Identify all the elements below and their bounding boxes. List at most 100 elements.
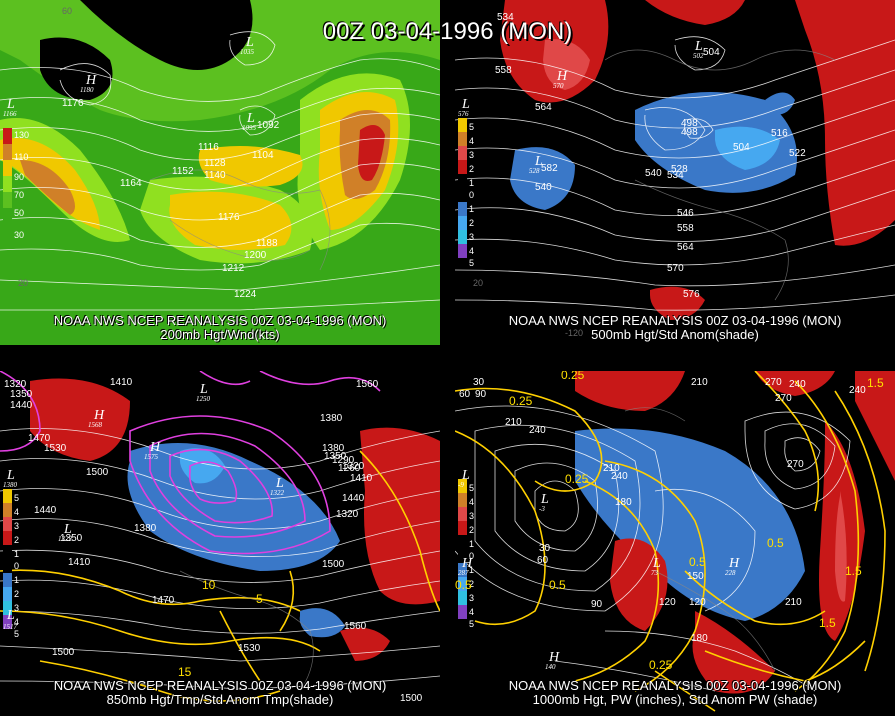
map-1000mb: 5 4 3 2 1 0 1 2 3 4 5 30 60 90 210 240 2…: [455, 371, 895, 716]
contour-label: 1530: [238, 643, 261, 654]
pw-labels: 0.25 0.25 0.25 0.5 0.5 1.5 1.5 0.5 1.5 0…: [455, 371, 884, 672]
height-contours-1000mb: [455, 405, 851, 692]
pressure-centers-200mb: H 1180 L 1035 L 1095 L 1166: [3, 35, 257, 132]
anom-positive-east-inner: [835, 491, 847, 602]
temp-labels-850mb: 10 5 15: [178, 578, 263, 679]
anom-negative-central: [127, 443, 340, 571]
caption-source: NOAA NWS NCEP REANALYSIS 00Z 03-04-1996 …: [508, 313, 842, 328]
colorbar-label: 1: [469, 565, 474, 575]
caption-field: 500mb Hgt/Std Anom(shade): [591, 327, 759, 342]
anom-positive-north: [575, 371, 685, 411]
contour-label: 1152: [172, 166, 194, 177]
colorbar-label: 3: [469, 593, 474, 603]
map-850mb: 5 4 3 2 1 0 1 2 3 4 5 1320 1350 1440 141…: [0, 371, 440, 716]
center-value: 1166: [3, 110, 17, 118]
colorbar-label: 70: [14, 190, 24, 200]
contour-label: 1530: [44, 443, 67, 454]
caption-field: 1000mb Hgt, PW (inches), Std Anom PW (sh…: [532, 692, 818, 707]
map-200mb: 130 110 90 70 50 30 1176 1164 1152 1140 …: [0, 0, 440, 345]
pw-label: 0.25: [561, 371, 585, 382]
contour-label: 504: [733, 142, 750, 153]
contour-label: 498: [681, 118, 698, 129]
panel-500mb: 5 4 3 2 1 0 1 2 3 4 5 534 558 564 504 49…: [455, 0, 895, 345]
contour-label: 1560: [344, 621, 367, 632]
contour-label: 270: [787, 459, 804, 470]
center-value: 570: [553, 82, 564, 90]
high-center-marker: H: [728, 556, 740, 571]
contour-label: 120: [689, 597, 706, 608]
contour-label: 1410: [350, 473, 373, 484]
anom-negative-west: [510, 147, 575, 210]
panel-caption: NOAA NWS NCEP REANALYSIS 00Z 03-04-1996 …: [455, 314, 895, 342]
pressure-centers-850mb: H 1568 H 1575 L 1250 L 1322 L 1380 L 132…: [3, 382, 285, 631]
colorbar-label: 4: [14, 617, 19, 627]
contour-label: 1500: [86, 467, 109, 478]
colorbar-label: 1: [14, 549, 19, 559]
contour-label: 1380: [320, 413, 343, 424]
center-value: 1517: [3, 623, 18, 631]
lat-label: 60: [62, 6, 72, 16]
contour-label: 1200: [244, 250, 267, 261]
coastlines-500mb: [604, 49, 836, 301]
panel-1000mb: 5 4 3 2 1 0 1 2 3 4 5 30 60 90 210 240 2…: [455, 371, 895, 716]
contour-label: 1560: [356, 379, 379, 390]
contour-label: 534: [667, 170, 684, 181]
colorbar-label: 4: [469, 246, 474, 256]
contour-label: 150: [687, 571, 704, 582]
low-center-marker: L: [461, 468, 470, 483]
colorbar-label: 5: [14, 629, 19, 639]
lon-label: -120: [565, 328, 583, 338]
height-contours-500mb: [455, 36, 895, 311]
contour-label: 1320: [336, 509, 359, 520]
contour-label: 210: [691, 377, 708, 388]
anom-positive-south: [692, 611, 775, 694]
jet-south-yellow: [169, 191, 292, 250]
anom-positive-far-east: [855, 371, 895, 481]
colorbar-label: 5: [14, 493, 19, 503]
contour-label: 1380: [322, 443, 345, 454]
low-center-marker: L: [540, 492, 549, 507]
high-center-marker: H: [149, 440, 161, 455]
contour-label: 516: [771, 128, 788, 139]
colorbar-label: 3: [14, 521, 19, 531]
colorbar-label: 2: [14, 589, 19, 599]
high-center-marker: H: [556, 69, 568, 84]
contour-label: 210: [603, 463, 620, 474]
colorbar-label: 2: [469, 579, 474, 589]
contour-label: 90: [475, 389, 487, 400]
contour-label: 582: [541, 163, 558, 174]
wind-shade-south: [0, 280, 440, 345]
low-center-marker: L: [6, 468, 15, 483]
center-value: 73: [651, 569, 659, 577]
colorbar-label: 2: [469, 525, 474, 535]
contour-labels-1000mb: 30 60 90 210 240 270 240 180 210 270 240…: [459, 377, 866, 644]
low-center-marker: L: [275, 476, 284, 491]
jet-east-red: [358, 125, 385, 181]
colorbar-label: 4: [469, 497, 474, 507]
pressure-centers-1000mb: H 287 H 140 H 228 L -3 L 73 L -9: [458, 468, 740, 671]
center-value: 1095: [242, 124, 257, 132]
jet-mid-yellow: [198, 146, 303, 187]
pw-label: 0.25: [509, 394, 533, 408]
contour-label: 558: [495, 65, 512, 76]
contour-label: 1212: [222, 263, 245, 274]
main-title: 00Z 03-04-1996 (MON): [322, 18, 573, 45]
contour-label: 522: [789, 148, 806, 159]
contour-label: 558: [677, 223, 694, 234]
contour-label: 240: [611, 471, 628, 482]
colorbar-850mb: 5 4 3 2 1 0 1 2 3 4 5: [3, 489, 19, 639]
anom-positive-nw-inner: [543, 39, 590, 90]
colorbar-label: 130: [14, 130, 29, 140]
panel-200mb: 130 110 90 70 50 30 1176 1164 1152 1140 …: [0, 0, 440, 345]
temp-contours-warm: [0, 450, 440, 702]
colorbar-label: 50: [14, 208, 24, 218]
contour-label: 498: [681, 127, 698, 138]
contour-label: 1410: [110, 377, 133, 388]
contour-labels-500mb: 534 558 564 504 498 498 504 516 522 528 …: [495, 12, 806, 300]
contour-label: 240: [789, 379, 806, 390]
colorbar-500mb: 5 4 3 2 1 0 1 2 3 4 5: [458, 118, 474, 268]
low-center-marker: L: [246, 111, 255, 126]
contour-label: 1440: [342, 493, 365, 504]
center-value: 1035: [240, 48, 255, 56]
anom-positive-ne: [755, 371, 835, 396]
